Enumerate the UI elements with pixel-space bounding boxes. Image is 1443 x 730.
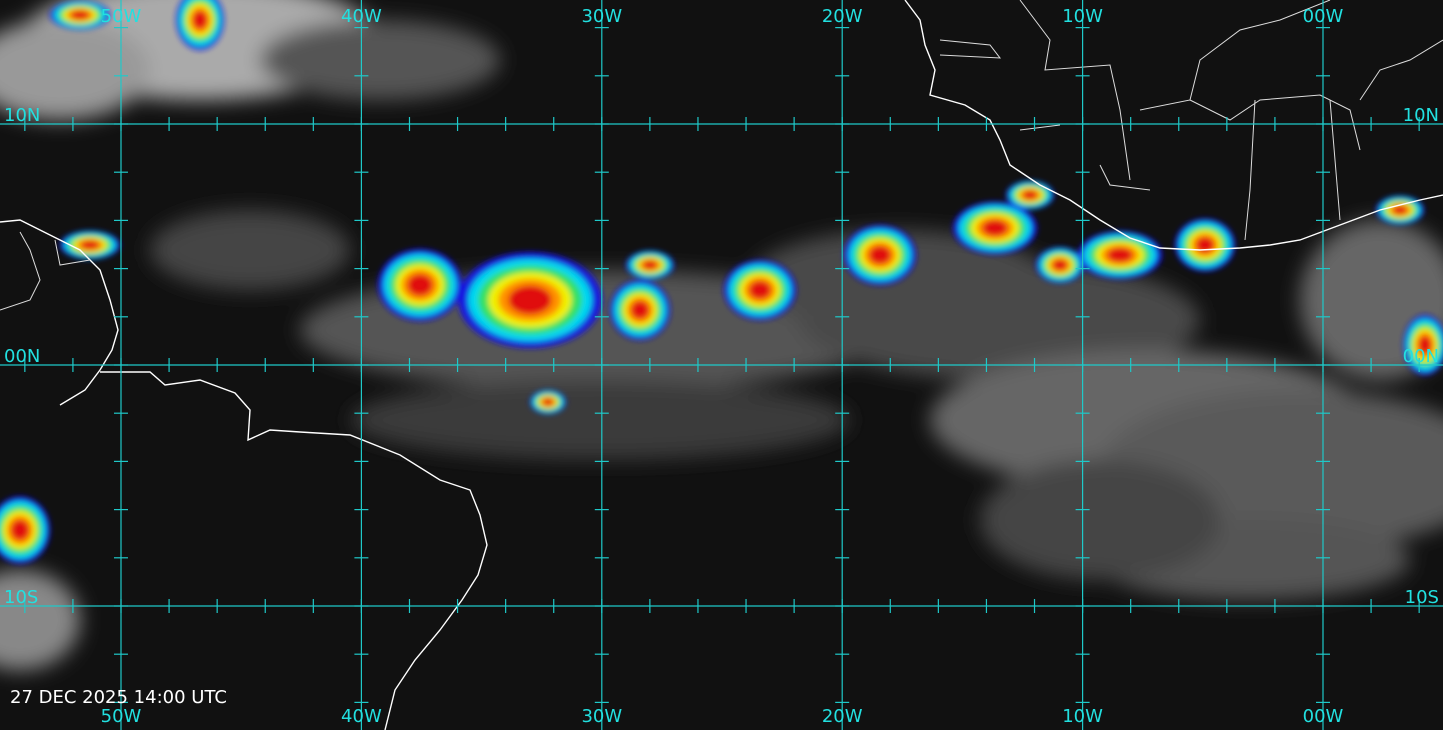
longitude-label: 40W	[341, 6, 382, 27]
longitude-label: 10W	[1062, 706, 1103, 727]
cloud	[150, 210, 350, 290]
latitude-label: 00N	[4, 346, 40, 367]
convective-cell	[192, 11, 208, 29]
convective-cell	[1052, 259, 1068, 271]
latitude-label: 00N	[1403, 346, 1439, 367]
longitude-label: 30W	[581, 706, 622, 727]
convective-cell	[642, 260, 658, 270]
latitude-label: 10N	[4, 105, 40, 126]
convective-cell	[407, 274, 433, 296]
latitude-label: 10S	[1405, 587, 1439, 608]
longitude-label: 50W	[101, 6, 142, 27]
border	[939, 0, 1443, 241]
longitude-label: 10W	[1062, 6, 1103, 27]
convective-cell	[1022, 190, 1038, 200]
convection-layer	[0, 0, 1443, 564]
longitude-label: 30W	[581, 6, 622, 27]
convective-cell	[749, 281, 771, 299]
longitude-label: 00W	[1303, 6, 1344, 27]
cloud	[260, 20, 500, 100]
latitude-label: 10S	[4, 587, 38, 608]
convective-cell	[81, 240, 99, 250]
border	[0, 231, 91, 311]
convective-cell	[1418, 336, 1432, 354]
convective-cell	[869, 246, 891, 264]
longitude-label: 40W	[341, 706, 382, 727]
cloud	[750, 230, 1050, 330]
coastline	[904, 0, 1443, 251]
convective-cell	[1392, 205, 1408, 215]
cloud	[350, 380, 850, 460]
longitude-label: 50W	[101, 706, 142, 727]
cloud	[0, 570, 80, 670]
convective-cell	[542, 398, 554, 406]
timestamp: 27 DEC 2025 14:00 UTC	[10, 687, 227, 708]
coastline	[0, 219, 488, 730]
longitude-label: 20W	[822, 706, 863, 727]
longitude-label: 20W	[822, 6, 863, 27]
convective-cell	[11, 519, 29, 541]
convective-cell	[71, 10, 89, 20]
convective-cell	[1107, 247, 1133, 263]
convective-cell	[982, 220, 1008, 236]
convective-cell	[631, 301, 649, 319]
grid-labels: 50W 50W 40W 40W 30W 30W 20W 20W 10W 10W 00W 00W 10N 1…	[4, 6, 1439, 727]
latitude-label: 10N	[1403, 105, 1439, 126]
convective-cell	[508, 285, 552, 315]
longitude-label: 00W	[1303, 706, 1344, 727]
cloud	[0, 20, 150, 120]
cloud	[980, 460, 1220, 580]
